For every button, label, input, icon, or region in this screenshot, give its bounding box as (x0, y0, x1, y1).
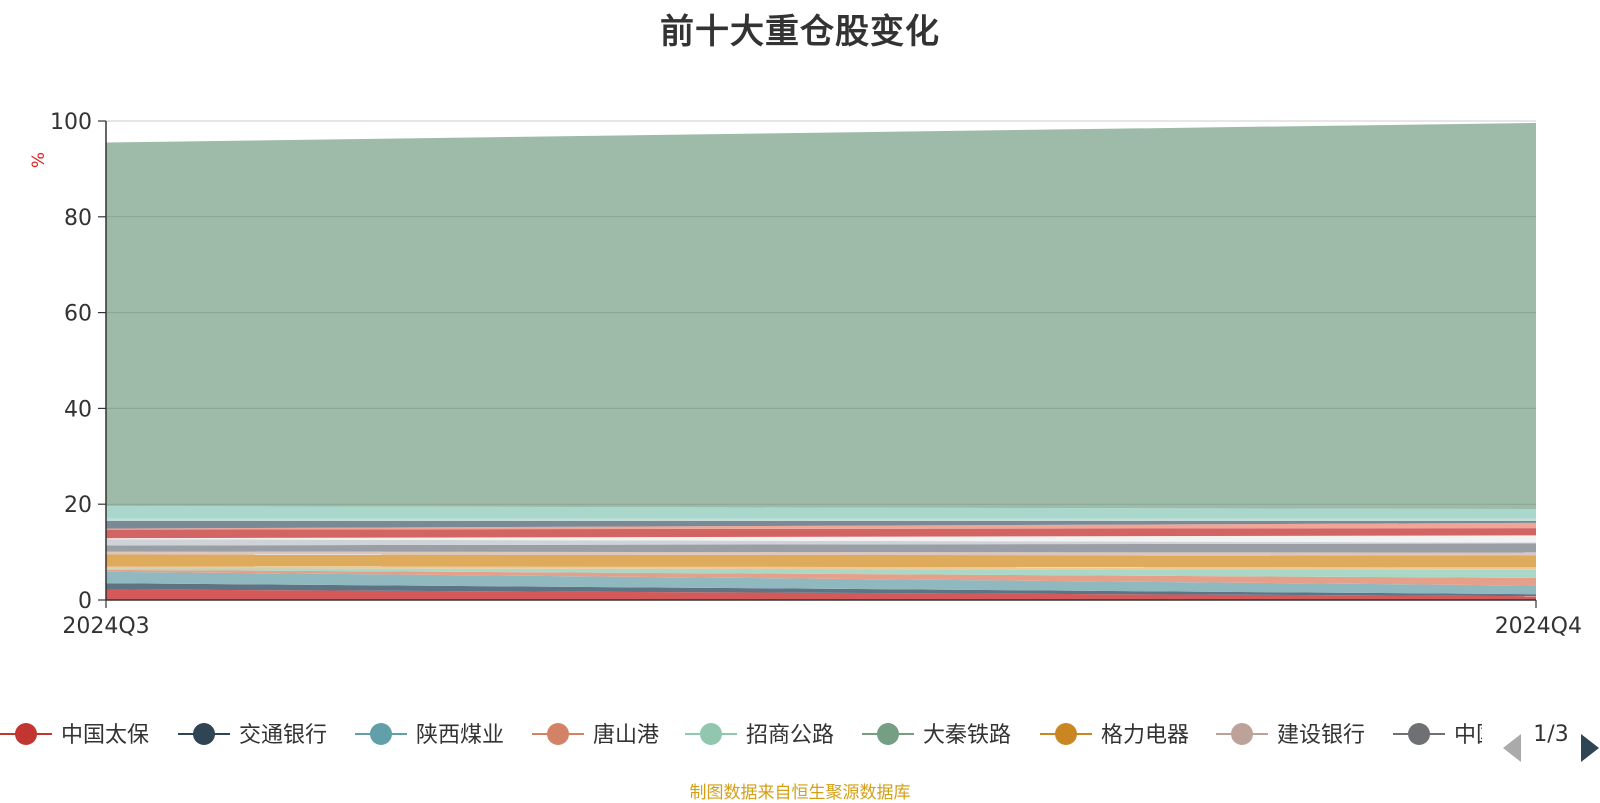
axes: 0 20 40 60 80 100 2024Q3 2024Q4 (50, 110, 1582, 639)
source-note: 制图数据来自恒生聚源数据库 (689, 783, 911, 803)
legend-marker (1231, 723, 1253, 745)
legend-next-icon[interactable] (1581, 734, 1599, 762)
legend-item[interactable]: 交通银行 (178, 723, 327, 748)
area-series-2 (106, 571, 1536, 595)
legend-item[interactable]: 陕西煤业 (355, 723, 504, 748)
legend-label: 招商公路 (746, 723, 834, 748)
legend-label: 建设银行 (1277, 723, 1365, 748)
area-series-11 (106, 528, 1536, 539)
legend-item[interactable]: 中国太保 (0, 723, 149, 748)
y-axis-label: % (29, 152, 49, 168)
y-tick-label: 40 (64, 397, 92, 422)
area-series-13 (106, 520, 1536, 529)
area-series-9 (106, 539, 1536, 546)
legend-marker (1055, 723, 1077, 745)
area-series-0 (106, 589, 1536, 600)
x-tick-label: 2024Q4 (1495, 614, 1582, 639)
gridlines (106, 120, 1536, 505)
legend-item[interactable]: 招商公路 (685, 723, 834, 748)
area-series-7 (106, 551, 1536, 556)
y-tick-label: 60 (64, 302, 92, 327)
y-tick-label: 20 (64, 493, 92, 518)
area-series-6 (106, 554, 1536, 568)
x-tick-label: 2024Q3 (62, 614, 149, 639)
legend-item[interactable]: 大秦铁路 (862, 723, 1011, 748)
chart-title: 前十大重仓股变化 (660, 12, 940, 52)
legend-label: 唐山港 (593, 723, 659, 748)
legend-marker (700, 723, 722, 745)
area-series-16 (106, 122, 1536, 509)
area-series-12 (106, 522, 1536, 530)
legend: 中国太保 交通银行 陕西煤业 唐山港 招商公路 大秦铁路 格力电器 建设银行 中国 1/3 (0, 722, 1599, 762)
area-series-10 (106, 535, 1536, 543)
y-tick-label: 0 (78, 589, 92, 614)
legend-page-indicator: 1/3 (1533, 722, 1568, 747)
legend-label: 交通银行 (239, 723, 327, 748)
legend-marker (193, 723, 215, 745)
area-series-3 (106, 569, 1536, 586)
y-tick-label: 100 (50, 110, 92, 135)
area-series-5 (106, 566, 1536, 570)
legend-marker (1408, 723, 1430, 745)
legend-item[interactable]: 唐山港 (532, 723, 659, 748)
legend-label: 陕西煤业 (416, 723, 504, 748)
legend-marker (877, 723, 899, 745)
y-tick-label: 80 (64, 206, 92, 231)
area-series-1 (106, 583, 1536, 597)
area-series-8 (106, 543, 1536, 553)
legend-label: 中国太保 (61, 723, 149, 748)
legend-item[interactable]: 格力电器 (1040, 723, 1189, 748)
area-series-14 (106, 518, 1536, 521)
legend-label: 中国 (1454, 723, 1498, 748)
legend-label: 大秦铁路 (923, 723, 1011, 748)
area-series-15 (106, 506, 1536, 519)
legend-marker (15, 723, 37, 745)
area-series-group (106, 122, 1536, 600)
legend-item[interactable]: 中国 (1393, 723, 1498, 748)
legend-label: 格力电器 (1101, 723, 1189, 748)
legend-prev-icon[interactable] (1503, 734, 1521, 762)
legend-item[interactable]: 建设银行 (1216, 723, 1365, 748)
legend-marker (547, 723, 569, 745)
area-series-4 (106, 568, 1536, 578)
legend-marker (370, 723, 392, 745)
